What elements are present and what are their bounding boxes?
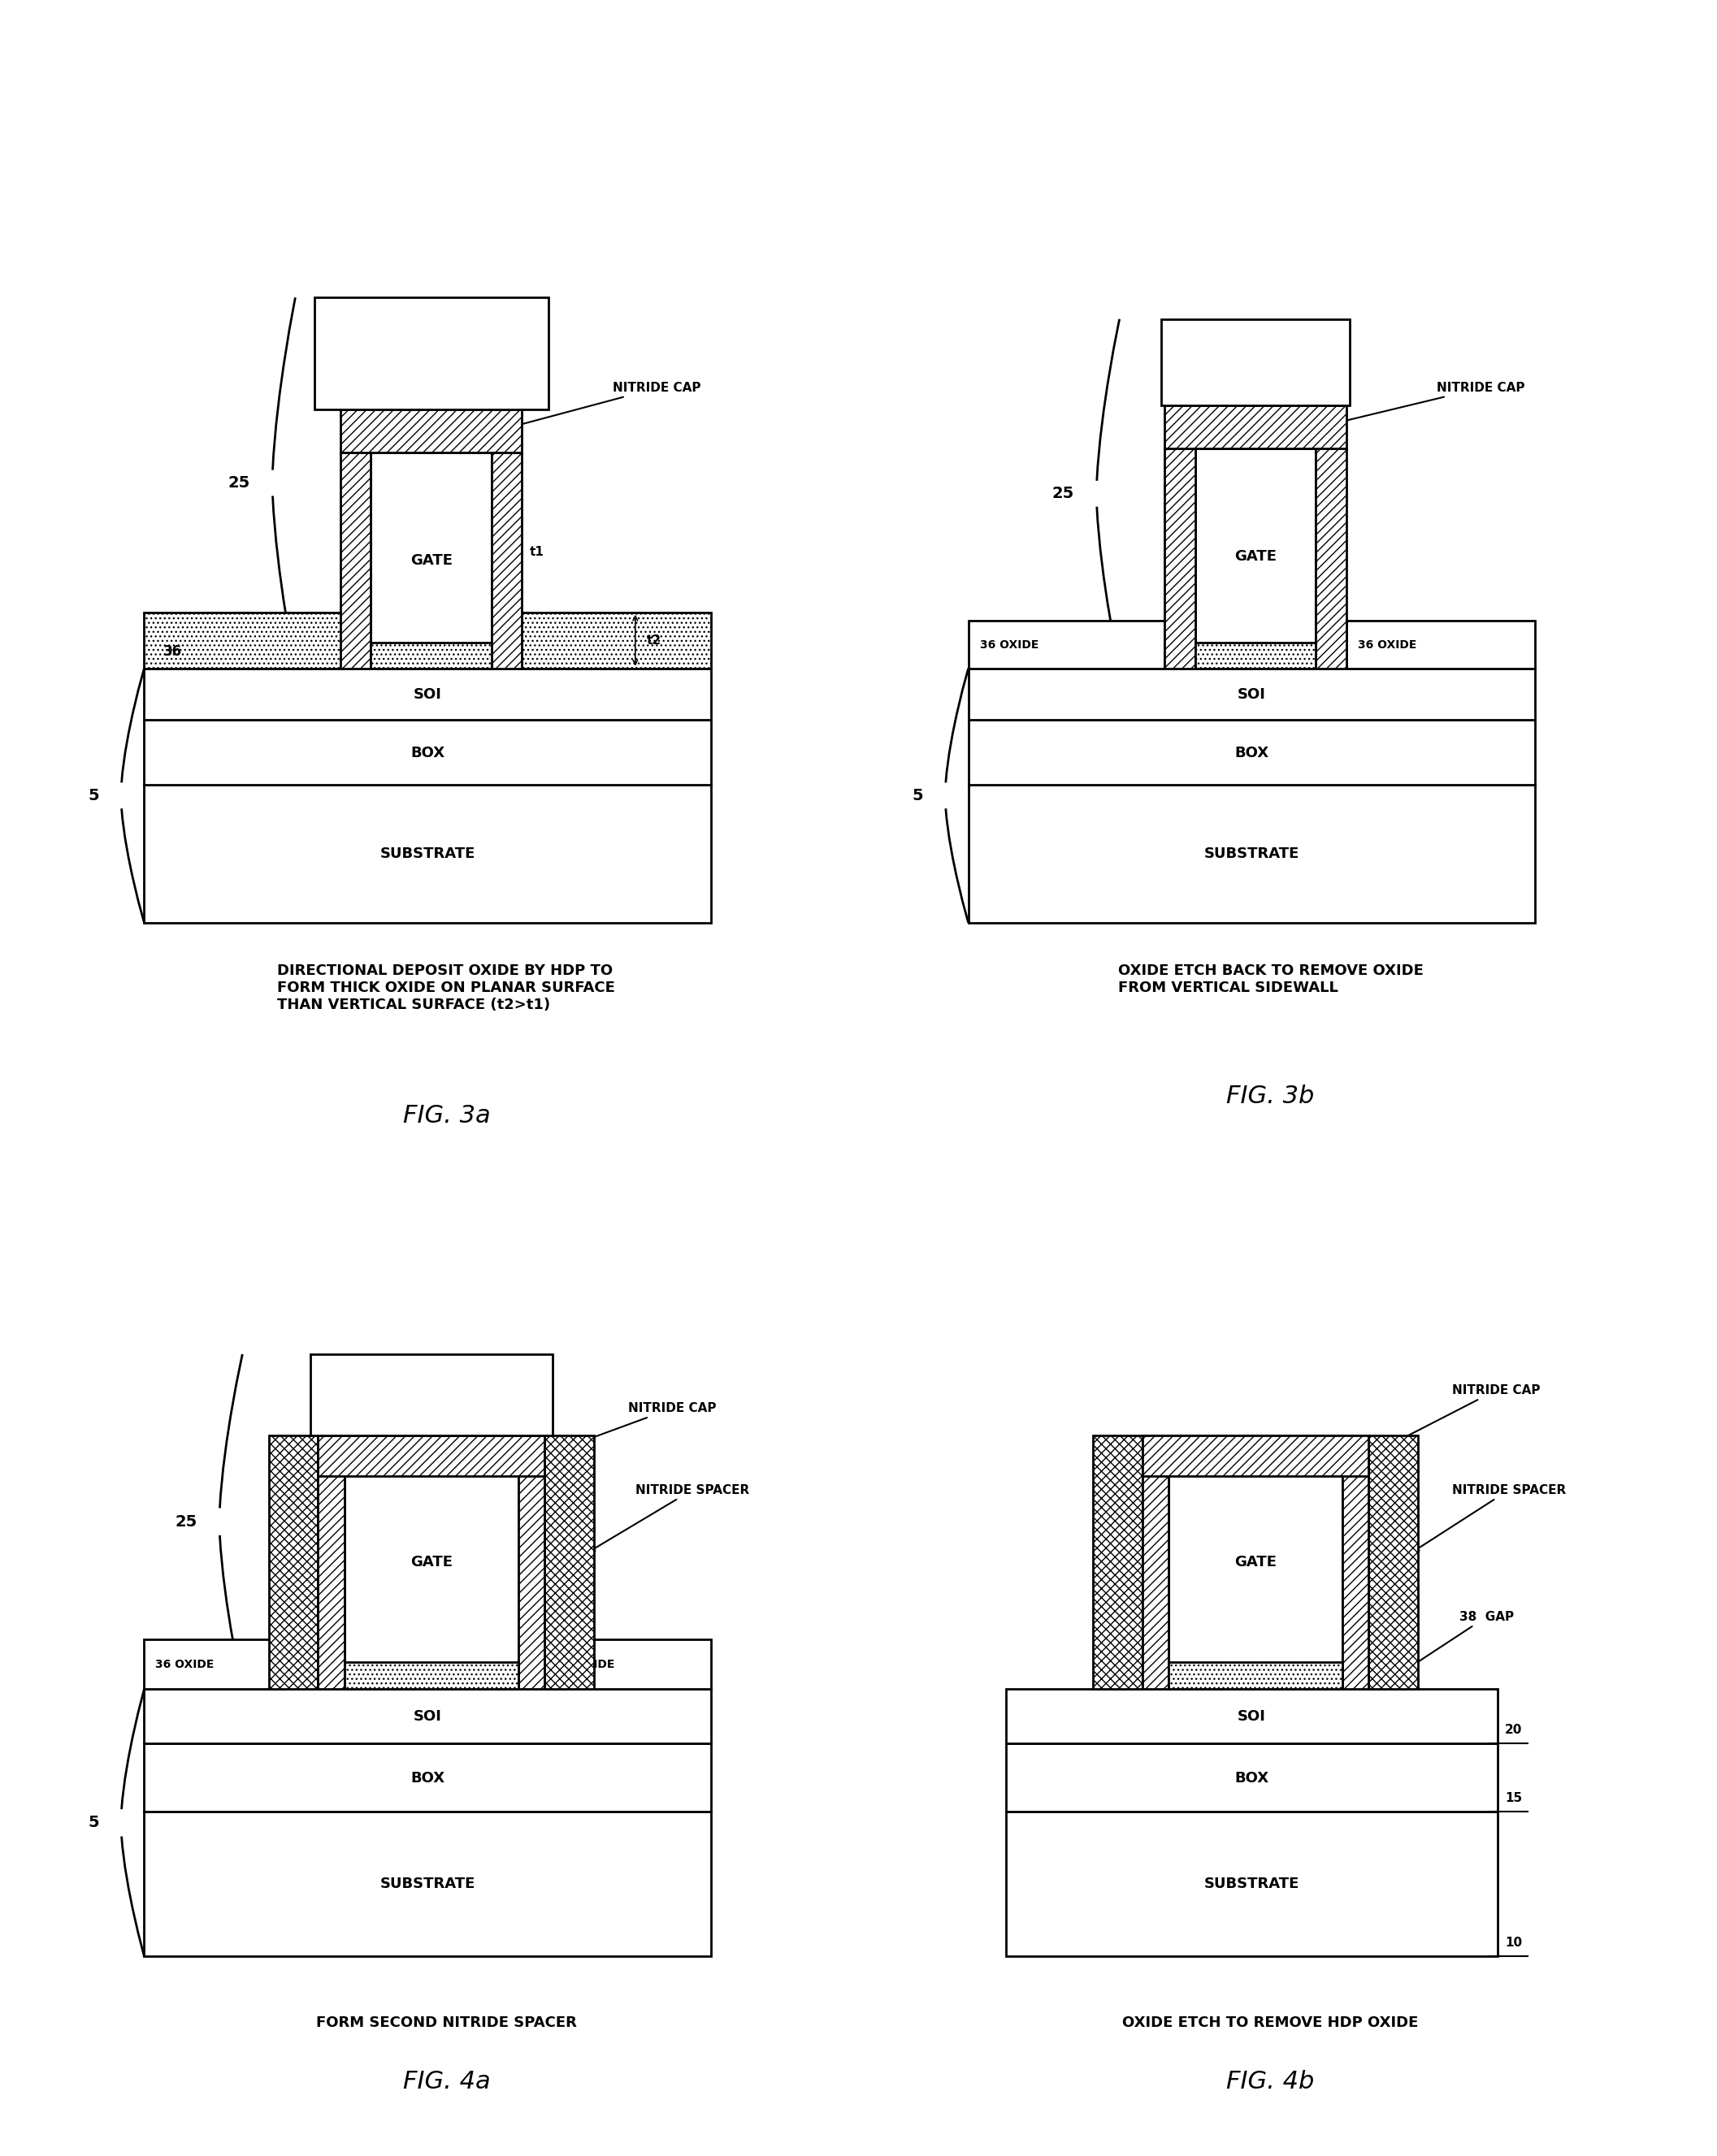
Text: SUBSTRATE: SUBSTRATE bbox=[1204, 847, 1300, 860]
Text: SUBSTRATE: SUBSTRATE bbox=[379, 1876, 476, 1891]
Text: 5: 5 bbox=[88, 1815, 100, 1830]
Bar bbox=[1142, 1436, 1368, 1477]
Bar bbox=[1346, 621, 1535, 668]
Text: NITRIDE SPACER: NITRIDE SPACER bbox=[1413, 1483, 1566, 1550]
Text: NITRIDE SPACER: NITRIDE SPACER bbox=[589, 1483, 749, 1552]
Text: NITRIDE CAP: NITRIDE CAP bbox=[1324, 382, 1525, 427]
Bar bbox=[1368, 1436, 1418, 1690]
Text: t2: t2 bbox=[647, 634, 661, 647]
Bar bbox=[318, 1436, 544, 1477]
Bar bbox=[544, 1639, 711, 1690]
Text: BOX: BOX bbox=[1235, 746, 1269, 761]
Text: GATE: GATE bbox=[410, 554, 453, 567]
Bar bbox=[345, 1436, 519, 1690]
Bar bbox=[1343, 1436, 1368, 1690]
Text: FIG. 3a: FIG. 3a bbox=[403, 1104, 489, 1128]
Bar bbox=[144, 668, 711, 720]
Text: 36  OXIDE: 36 OXIDE bbox=[326, 1388, 388, 1401]
Bar bbox=[1142, 1436, 1169, 1690]
Bar bbox=[318, 1436, 345, 1690]
Text: FORM SECOND NITRIDE SPACER: FORM SECOND NITRIDE SPACER bbox=[316, 2016, 577, 2031]
Bar bbox=[519, 1436, 544, 1690]
Text: NITRIDE CAP: NITRIDE CAP bbox=[553, 1401, 716, 1453]
Text: SOI: SOI bbox=[414, 688, 441, 701]
Text: 10: 10 bbox=[1504, 1936, 1521, 1949]
Text: 36 OXIDE: 36 OXIDE bbox=[980, 640, 1039, 651]
Bar bbox=[311, 1354, 553, 1436]
Text: GATE: GATE bbox=[410, 1554, 453, 1570]
Bar bbox=[144, 612, 340, 668]
Text: BOX: BOX bbox=[1235, 1770, 1269, 1785]
Text: 36 OXIDE: 36 OXIDE bbox=[156, 1660, 215, 1671]
Bar bbox=[968, 785, 1535, 923]
Bar bbox=[314, 298, 548, 410]
Text: t1: t1 bbox=[529, 545, 544, 558]
Text: SOI: SOI bbox=[414, 1710, 441, 1723]
Text: SUBSTRATE: SUBSTRATE bbox=[1204, 1876, 1300, 1891]
Text: 15: 15 bbox=[1504, 1792, 1521, 1805]
Bar bbox=[968, 621, 1164, 668]
Bar bbox=[371, 453, 491, 668]
Text: NITRIDE CAP: NITRIDE CAP bbox=[1377, 1384, 1540, 1451]
Bar bbox=[1006, 1690, 1497, 1744]
Bar bbox=[1164, 448, 1195, 668]
Bar bbox=[340, 453, 371, 668]
Bar bbox=[144, 1744, 711, 1811]
Text: BOX: BOX bbox=[410, 1770, 445, 1785]
Bar bbox=[144, 1639, 318, 1690]
Text: 38  GAP: 38 GAP bbox=[1380, 1611, 1514, 1686]
Bar bbox=[1006, 1744, 1497, 1811]
Text: 5: 5 bbox=[912, 787, 924, 804]
Text: NITRIDE CAP: NITRIDE CAP bbox=[500, 382, 701, 431]
Text: GATE: GATE bbox=[1235, 1554, 1277, 1570]
Text: FIG. 4a: FIG. 4a bbox=[403, 2070, 489, 2093]
Text: GATE: GATE bbox=[1235, 550, 1277, 563]
Bar bbox=[1169, 1662, 1343, 1690]
Text: 36 OXIDE: 36 OXIDE bbox=[556, 1660, 615, 1671]
Text: 36  OXIDE: 36 OXIDE bbox=[1173, 356, 1235, 369]
Text: DIRECTIONAL DEPOSIT OXIDE BY HDP TO
FORM THICK OXIDE ON PLANAR SURFACE
THAN VERT: DIRECTIONAL DEPOSIT OXIDE BY HDP TO FORM… bbox=[278, 964, 615, 1011]
Text: SUBSTRATE: SUBSTRATE bbox=[379, 847, 476, 860]
Text: BOX: BOX bbox=[410, 746, 445, 761]
Bar bbox=[144, 785, 711, 923]
Bar bbox=[968, 720, 1535, 785]
Bar bbox=[144, 720, 711, 785]
Text: 25: 25 bbox=[175, 1514, 197, 1529]
Bar bbox=[1195, 448, 1315, 668]
Bar bbox=[1195, 642, 1315, 668]
Text: 25: 25 bbox=[228, 474, 251, 492]
Text: 36: 36 bbox=[163, 645, 182, 658]
Text: OXIDE ETCH TO REMOVE HDP OXIDE: OXIDE ETCH TO REMOVE HDP OXIDE bbox=[1123, 2016, 1418, 2031]
Text: FIG. 4b: FIG. 4b bbox=[1226, 2070, 1315, 2093]
Bar bbox=[144, 1811, 711, 1955]
Bar bbox=[1161, 319, 1350, 405]
Bar bbox=[522, 612, 711, 668]
Bar bbox=[345, 1662, 519, 1690]
Text: SOI: SOI bbox=[1238, 688, 1265, 701]
Text: OXIDE ETCH BACK TO REMOVE OXIDE
FROM VERTICAL SIDEWALL: OXIDE ETCH BACK TO REMOVE OXIDE FROM VER… bbox=[1118, 964, 1423, 996]
Bar bbox=[1006, 1811, 1497, 1955]
Text: 20: 20 bbox=[1504, 1725, 1523, 1736]
Text: 36 OXIDE: 36 OXIDE bbox=[1358, 640, 1417, 651]
Text: 25: 25 bbox=[1053, 485, 1075, 502]
Bar bbox=[371, 642, 491, 668]
Bar bbox=[1164, 405, 1346, 448]
Bar bbox=[1169, 1436, 1343, 1690]
Text: FIG. 3b: FIG. 3b bbox=[1226, 1084, 1315, 1108]
Bar bbox=[491, 453, 522, 668]
Bar bbox=[544, 1436, 594, 1690]
Text: 5: 5 bbox=[88, 787, 100, 804]
Bar bbox=[1094, 1436, 1142, 1690]
Bar bbox=[270, 1436, 318, 1690]
Bar bbox=[340, 410, 522, 453]
Bar bbox=[1315, 448, 1346, 668]
Text: OXIDE: OXIDE bbox=[405, 347, 457, 360]
Bar bbox=[968, 668, 1535, 720]
Bar bbox=[144, 1690, 711, 1744]
Text: SOI: SOI bbox=[1238, 1710, 1265, 1723]
